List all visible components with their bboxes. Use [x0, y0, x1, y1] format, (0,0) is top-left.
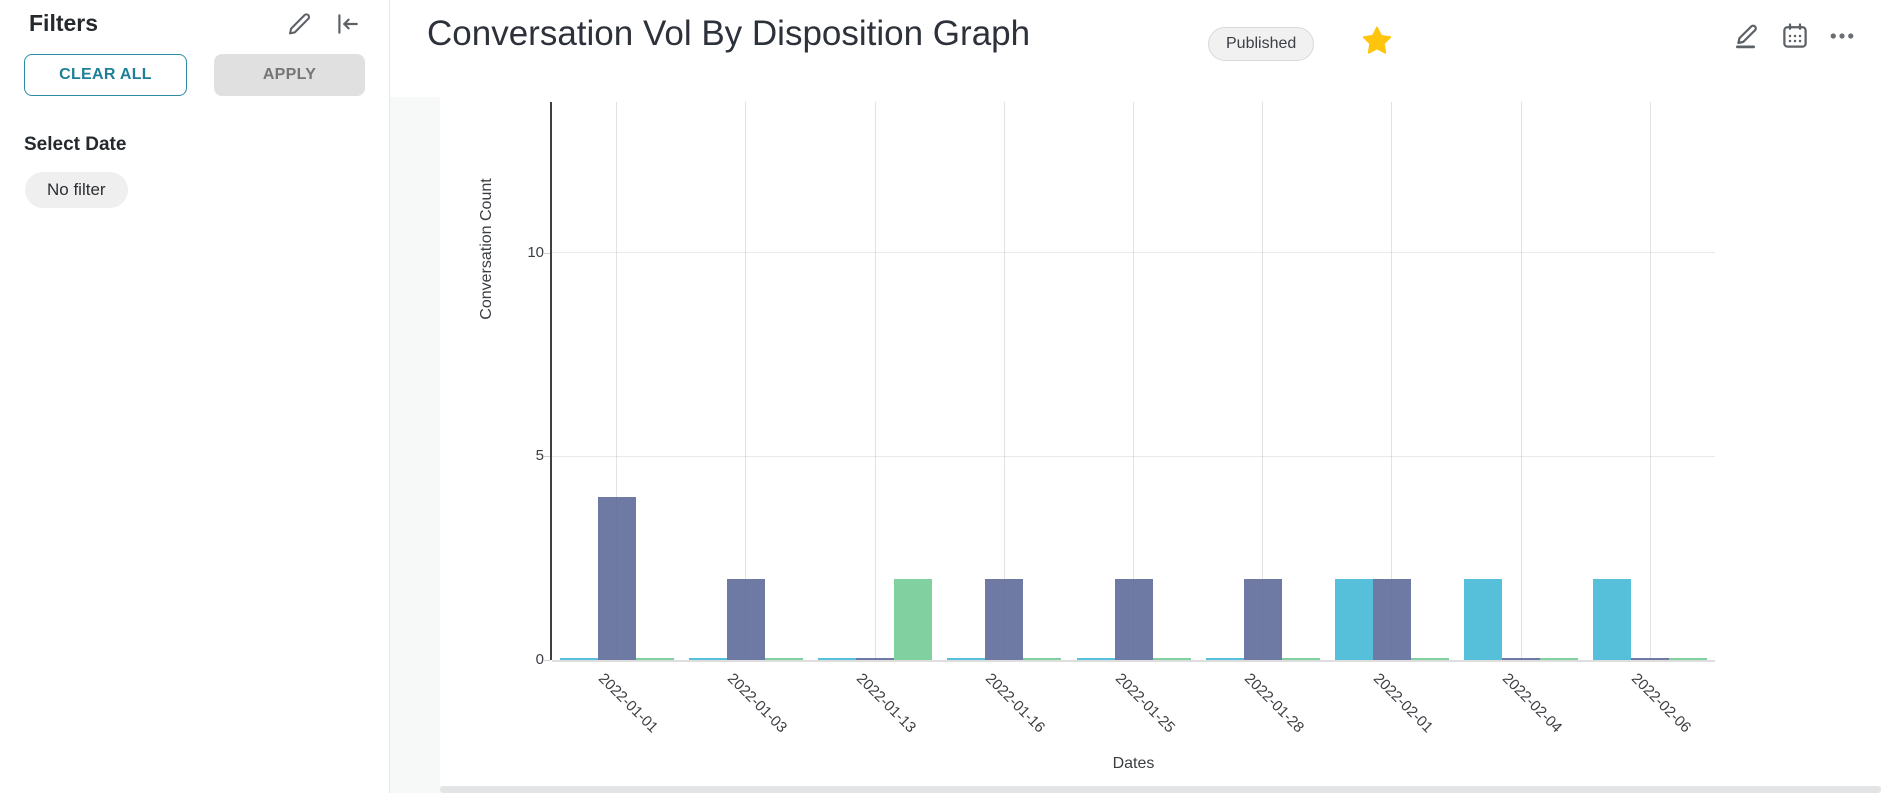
bar-teal-2022-01-16[interactable] — [947, 657, 986, 660]
x-gridline — [1262, 102, 1264, 660]
collapse-sidebar-icon[interactable] — [334, 11, 360, 37]
bar-green-2022-02-01[interactable] — [1410, 657, 1449, 660]
bar-green-2022-01-25[interactable] — [1152, 657, 1191, 660]
x-gridline — [745, 102, 747, 660]
report-header: Conversation Vol By Disposition Graph Pu… — [390, 0, 1881, 97]
horizontal-scrollbar[interactable] — [440, 786, 1881, 793]
chart-card: Conversation Count Dates 0 5 10 2022-01-01 2… — [440, 97, 1881, 786]
edit-pencil-underline-glyph — [1736, 24, 1757, 49]
x-gridline — [874, 102, 876, 660]
plot-area — [552, 102, 1715, 660]
clear-all-button[interactable]: CLEAR ALL — [24, 54, 187, 96]
x-tick-label: 2022-01-16 — [982, 670, 1049, 737]
y-tick-label: 5 — [535, 447, 544, 465]
star-icon-glyph — [1362, 26, 1392, 54]
y-tick-label: 0 — [535, 651, 544, 668]
favorite-star-icon[interactable] — [1360, 24, 1394, 58]
bar-green-2022-01-28[interactable] — [1281, 657, 1320, 660]
bar-purple-2022-02-04[interactable] — [1502, 657, 1541, 660]
bar-green-2022-02-06[interactable] — [1669, 657, 1708, 660]
bar-purple-2022-01-28[interactable] — [1243, 578, 1282, 660]
x-tick-label: 2022-02-04 — [1499, 670, 1566, 737]
x-gridline — [616, 102, 618, 660]
more-options-icon[interactable] — [1827, 21, 1857, 51]
bar-teal-2022-01-25[interactable] — [1076, 657, 1115, 660]
bar-green-2022-02-04[interactable] — [1540, 657, 1579, 660]
apply-button[interactable]: APPLY — [214, 54, 365, 96]
bar-green-2022-01-13[interactable] — [894, 578, 933, 660]
edit-filters-pencil-icon[interactable] — [287, 11, 313, 37]
x-axis-line — [552, 660, 1715, 662]
x-tick-label: 2022-01-28 — [1240, 670, 1307, 737]
bar-purple-2022-01-25[interactable] — [1114, 578, 1153, 660]
bar-teal-2022-02-06[interactable] — [1593, 578, 1632, 660]
bar-teal-2022-02-04[interactable] — [1464, 578, 1503, 660]
x-gridline — [1520, 102, 1522, 660]
x-tick-label: 2022-01-03 — [723, 670, 791, 737]
bar-teal-2022-01-01[interactable] — [559, 657, 598, 660]
y-tick-mark — [544, 660, 550, 661]
status-badge: Published — [1208, 27, 1315, 61]
x-tick-label: 2022-01-01 — [594, 670, 661, 737]
x-gridline — [1133, 102, 1134, 660]
ellipsis-icon-glyph — [1830, 33, 1854, 39]
calendar-icon[interactable] — [1780, 21, 1810, 51]
bar-chart: Conversation Count Dates 0 5 10 2022-01-01 2… — [440, 97, 1881, 786]
pencil-icon-glyph — [289, 13, 311, 35]
x-gridline — [1649, 102, 1651, 660]
date-filter-chip[interactable]: No filter — [25, 172, 128, 208]
x-tick-label: 2022-01-13 — [853, 670, 920, 737]
bar-purple-2022-02-06[interactable] — [1631, 657, 1670, 660]
y-tick-mark — [544, 252, 550, 254]
bar-green-2022-01-01[interactable] — [635, 657, 674, 660]
bar-teal-2022-02-01[interactable] — [1334, 578, 1373, 660]
x-tick-label: 2022-01-25 — [1111, 670, 1178, 737]
x-axis-title: Dates — [1112, 755, 1155, 772]
bar-purple-2022-01-13[interactable] — [856, 657, 895, 660]
x-gridline — [1391, 102, 1393, 660]
bar-purple-2022-01-03[interactable] — [726, 578, 765, 660]
report-title: Conversation Vol By Disposition Graph — [427, 14, 1031, 53]
y-tick-label: 10 — [527, 243, 544, 261]
filters-title: Filters — [29, 10, 99, 36]
bar-purple-2022-01-16[interactable] — [985, 578, 1024, 660]
y-axis-line — [550, 102, 552, 660]
collapse-left-icon-glyph — [338, 14, 358, 34]
bar-green-2022-01-03[interactable] — [764, 657, 803, 660]
bar-teal-2022-01-03[interactable] — [688, 657, 727, 660]
x-gridline — [1003, 102, 1005, 660]
bar-green-2022-01-16[interactable] — [1023, 657, 1062, 660]
y-gridline — [552, 455, 1715, 457]
calendar-icon-glyph — [1783, 23, 1807, 48]
edit-icon[interactable] — [1733, 21, 1763, 51]
select-date-label: Select Date — [24, 134, 127, 155]
bar-teal-2022-01-13[interactable] — [818, 657, 857, 660]
x-tick-label: 2022-02-01 — [1369, 670, 1437, 737]
filters-sidebar: Filters CLEAR ALL APPLY Select Date No f… — [0, 0, 390, 793]
bar-teal-2022-01-28[interactable] — [1205, 657, 1244, 660]
y-gridline — [552, 252, 1715, 254]
x-tick-label: 2022-02-06 — [1628, 670, 1695, 737]
bar-purple-2022-02-01[interactable] — [1372, 578, 1411, 660]
main-area: Conversation Vol By Disposition Graph Pu… — [390, 0, 1881, 793]
y-tick-mark — [544, 456, 550, 458]
bar-purple-2022-01-01[interactable] — [597, 497, 636, 660]
